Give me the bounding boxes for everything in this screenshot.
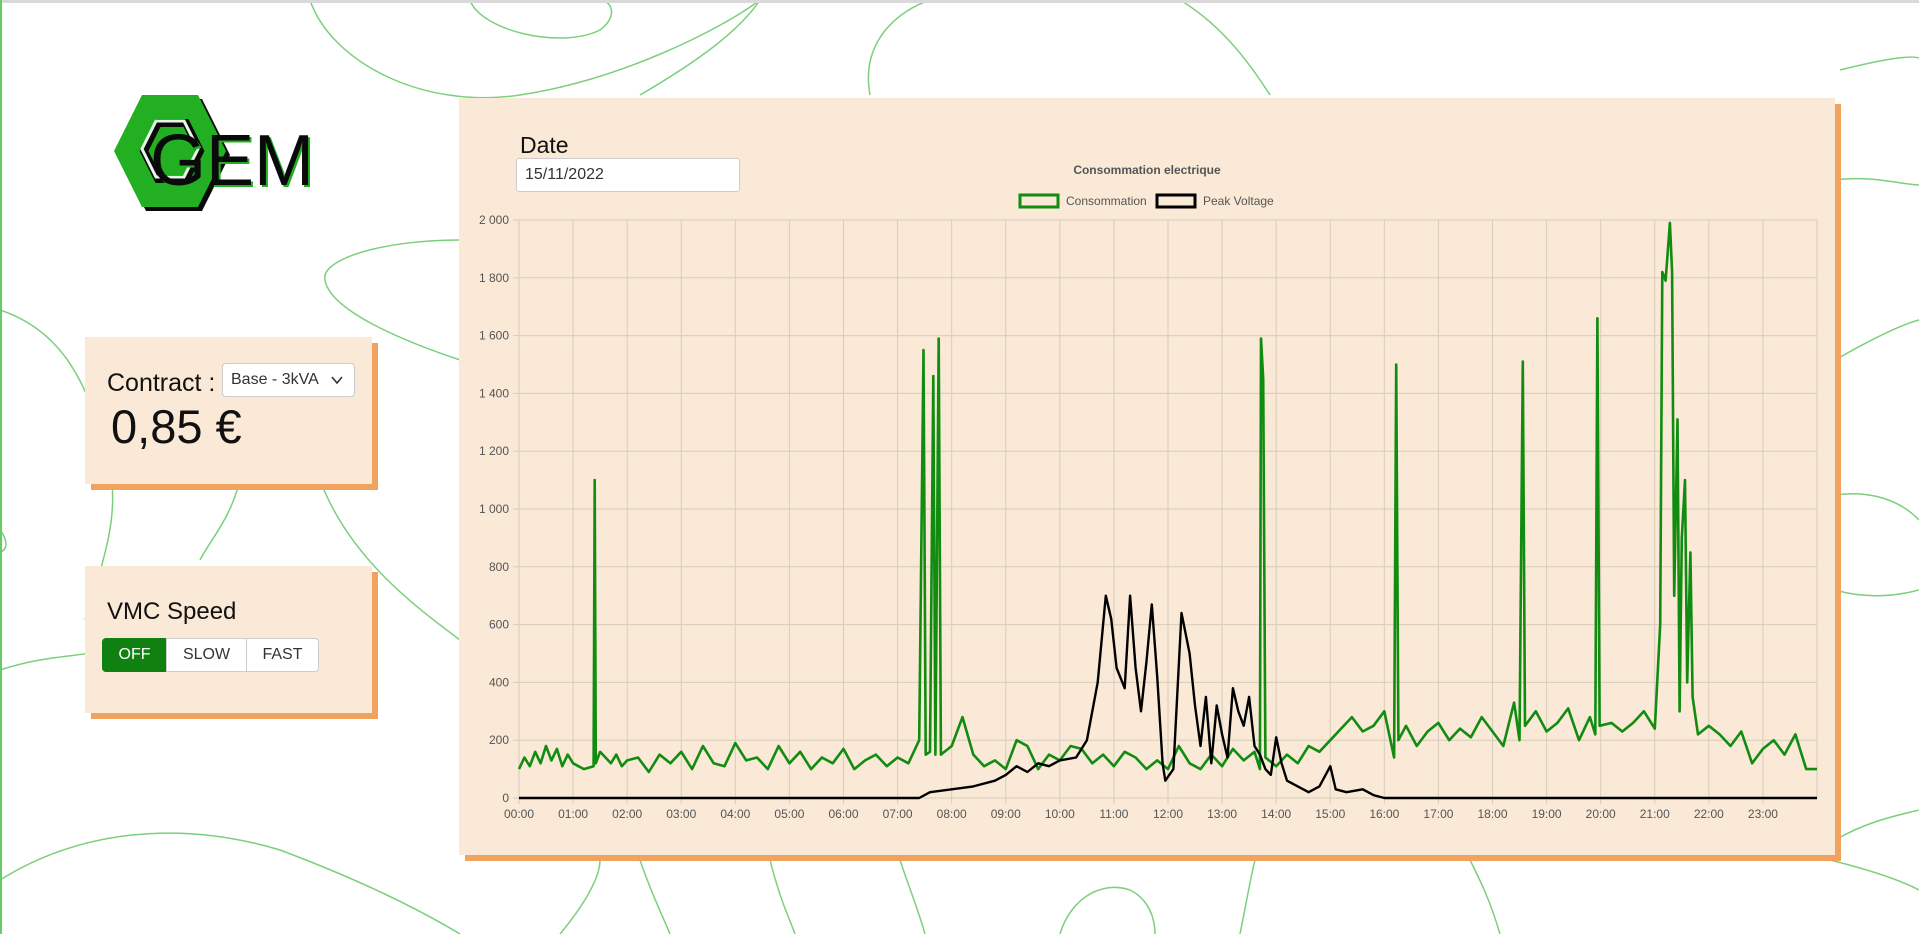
chart-card: 2 000 1 800 1 600 1 400 1 200 1 000 800 600 400 2… bbox=[459, 98, 1835, 855]
x-tick-label: 08:00 bbox=[937, 807, 967, 821]
chart-title: Consommation electrique bbox=[1073, 163, 1221, 177]
y-tick-label: 1 000 bbox=[479, 502, 509, 516]
x-tick-label: 02:00 bbox=[612, 807, 642, 821]
x-tick-label: 01:00 bbox=[558, 807, 588, 821]
svg-text:GEM: GEM bbox=[152, 123, 310, 203]
y-tick-label: 800 bbox=[489, 560, 509, 574]
series-line-1 bbox=[519, 594, 1817, 800]
gem-logo: GEM GEM bbox=[110, 95, 316, 215]
x-tick-label: 22:00 bbox=[1694, 807, 1724, 821]
vmc-title: VMC Speed bbox=[107, 598, 237, 625]
date-value: 15/11/2022 bbox=[525, 166, 604, 183]
x-tick-label: 03:00 bbox=[666, 807, 696, 821]
x-tick-label: 14:00 bbox=[1261, 807, 1291, 821]
x-tick-label: 23:00 bbox=[1748, 807, 1778, 821]
x-tick-label: 12:00 bbox=[1153, 807, 1183, 821]
x-tick-label: 10:00 bbox=[1045, 807, 1075, 821]
logo-text: GEM bbox=[150, 121, 310, 201]
x-tick-label: 00:00 bbox=[504, 807, 534, 821]
y-tick-label: 1 400 bbox=[479, 386, 509, 400]
x-tick-label: 18:00 bbox=[1477, 807, 1507, 821]
x-tick-label: 11:00 bbox=[1099, 807, 1128, 821]
y-tick-label: 1 200 bbox=[479, 444, 509, 458]
x-tick-label: 06:00 bbox=[828, 807, 858, 821]
y-tick-label: 0 bbox=[502, 791, 509, 805]
x-tick-label: 19:00 bbox=[1532, 807, 1562, 821]
y-tick-label: 1 600 bbox=[479, 329, 509, 343]
x-tick-label: 05:00 bbox=[774, 807, 804, 821]
vmc-speed-buttons: OFF SLOW FAST bbox=[102, 638, 319, 672]
left-border bbox=[0, 0, 2, 934]
date-input[interactable]: 15/11/2022 bbox=[516, 158, 740, 192]
vmc-fast-button[interactable]: FAST bbox=[246, 638, 319, 672]
contract-selected-value: Base - 3kVA bbox=[231, 371, 319, 388]
x-tick-label: 15:00 bbox=[1315, 807, 1345, 821]
date-label: Date bbox=[520, 132, 569, 158]
x-tick-label: 16:00 bbox=[1369, 807, 1399, 821]
x-tick-label: 09:00 bbox=[991, 807, 1021, 821]
contract-card: Contract : Base - 3kVA 0,85 € bbox=[85, 337, 372, 484]
y-tick-label: 2 000 bbox=[479, 213, 509, 227]
y-tick-label: 200 bbox=[489, 733, 509, 747]
price-value: 0,85 € bbox=[111, 400, 242, 453]
x-tick-label: 21:00 bbox=[1640, 807, 1670, 821]
x-tick-label: 13:00 bbox=[1207, 807, 1237, 821]
contract-label: Contract : bbox=[107, 369, 216, 397]
legend-label-1: Peak Voltage bbox=[1203, 194, 1274, 208]
legend-swatch-0 bbox=[1018, 193, 1060, 209]
top-border bbox=[0, 0, 1919, 3]
chevron-down-icon bbox=[331, 376, 343, 385]
series-line-0 bbox=[517, 221, 1817, 774]
vmc-card: VMC Speed OFF SLOW FAST bbox=[85, 566, 372, 713]
legend-label-0: Consommation bbox=[1066, 194, 1147, 208]
vmc-slow-button[interactable]: SLOW bbox=[166, 638, 247, 672]
legend-swatch-1 bbox=[1155, 193, 1197, 209]
consumption-chart: 2 000 1 800 1 600 1 400 1 200 1 000 800 600 400 2… bbox=[479, 163, 1818, 821]
y-tick-label: 400 bbox=[489, 675, 509, 689]
x-tick-label: 07:00 bbox=[883, 807, 913, 821]
y-tick-label: 600 bbox=[489, 618, 509, 632]
contract-select[interactable]: Base - 3kVA bbox=[222, 363, 355, 397]
y-tick-label: 1 800 bbox=[479, 271, 509, 285]
vmc-off-button[interactable]: OFF bbox=[102, 638, 167, 672]
x-tick-label: 20:00 bbox=[1586, 807, 1616, 821]
x-tick-label: 17:00 bbox=[1423, 807, 1453, 821]
x-tick-label: 04:00 bbox=[720, 807, 750, 821]
